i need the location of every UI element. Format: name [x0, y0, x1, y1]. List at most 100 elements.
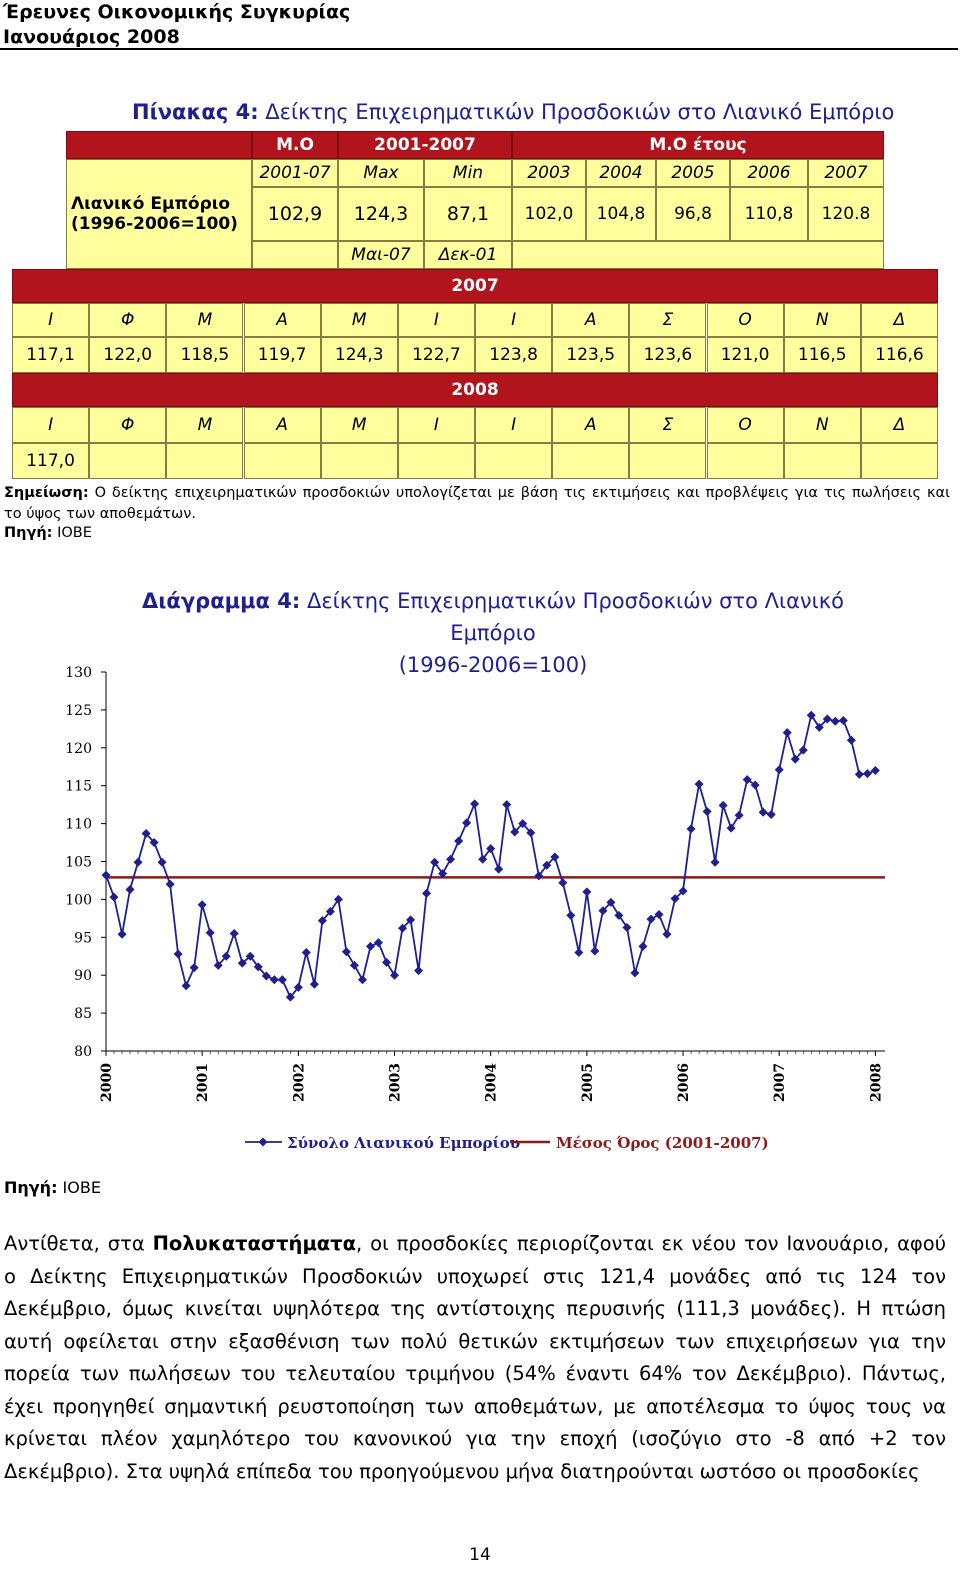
month-2007-8: Α	[552, 303, 630, 337]
data-point	[325, 907, 335, 917]
data-point	[718, 800, 728, 810]
data-point	[526, 828, 536, 838]
month-2008-4: Α	[243, 407, 321, 443]
col-max: Max	[338, 159, 424, 187]
data-point	[149, 838, 159, 848]
chart-title-label: Διάγραμμα 4:	[142, 589, 301, 613]
report-date: Ιανουάριος 2008	[3, 26, 180, 48]
y-tick-label: 110	[65, 817, 92, 833]
data-point	[510, 827, 520, 837]
row-label-line1: Λιανικό Εμπόριο	[71, 194, 231, 214]
data-point	[390, 970, 400, 980]
data-point	[830, 716, 840, 726]
data-point	[189, 963, 199, 973]
data-point	[181, 981, 191, 991]
data-point	[414, 966, 424, 976]
x-tick-label: 2005	[580, 1063, 596, 1102]
month-2008-5: Μ	[320, 407, 398, 443]
paragraph-bold: Πολυκαταστήματα	[152, 1232, 357, 1255]
chart-subtitle: (1996-2006=100)	[398, 653, 588, 677]
data-point	[430, 857, 440, 867]
data-point	[365, 941, 375, 951]
value-2007-month-9: 123,6	[629, 337, 707, 373]
x-tick-label: 2004	[484, 1063, 500, 1102]
value-min: 87,1	[424, 187, 512, 241]
col-2007: 2007	[808, 159, 884, 187]
row-label: Λιανικό Εμπόριο (1996-2006=100)	[66, 159, 252, 269]
value-2008-month-11	[783, 443, 861, 479]
value-2008-month-1: 117,0	[12, 443, 90, 479]
line-chart: 80 85 90 95 100 105 110 115 120 125 130 2000 2001 200…	[65, 665, 885, 1152]
data-point	[566, 910, 576, 920]
month-2008-12: Δ	[860, 407, 938, 443]
data-point	[438, 869, 448, 879]
month-2007-2: Φ	[89, 303, 167, 337]
y-tick-label: 115	[65, 779, 92, 795]
source-text: ΙΟΒΕ	[52, 525, 92, 541]
data-point	[790, 754, 800, 764]
value-2008-month-12	[860, 443, 938, 479]
value-2008-month-5	[320, 443, 398, 479]
value-2005: 96,8	[656, 187, 730, 241]
legend-series-marker	[258, 1137, 268, 1147]
value-2007-month-1: 117,1	[12, 337, 90, 373]
x-tick-label: 2003	[388, 1063, 404, 1102]
value-max: 124,3	[338, 187, 424, 241]
data-point	[518, 819, 528, 829]
y-tick-label: 95	[74, 930, 92, 946]
date-min: Δεκ-01	[424, 241, 512, 269]
data-point	[774, 765, 784, 775]
data-point	[133, 857, 143, 867]
data-point	[446, 854, 456, 864]
body-paragraph: Αντίθετα, στα Πολυκαταστήματα, οι προσδο…	[4, 1228, 946, 1488]
month-2008-6: Ι	[397, 407, 475, 443]
value-2008-month-6	[397, 443, 475, 479]
data-point	[462, 818, 472, 828]
value-mo: 102,9	[252, 187, 338, 241]
source-label: Πηγή:	[4, 525, 53, 541]
data-point	[269, 975, 279, 985]
month-2008-2: Φ	[89, 407, 167, 443]
data-point	[398, 923, 408, 933]
data-point	[630, 968, 640, 978]
value-2007-month-3: 118,5	[166, 337, 244, 373]
col-2003: 2003	[512, 159, 586, 187]
data-point	[622, 922, 632, 932]
data-point	[277, 975, 287, 985]
data-point	[117, 929, 127, 939]
month-2008-7: Ι	[475, 407, 553, 443]
report-header: Έρευνες Οικονομικής Συγκυρίας Ιανουάριος…	[3, 0, 350, 50]
data-point	[422, 888, 432, 898]
data-point	[574, 947, 584, 957]
value-2007-month-5: 124,3	[320, 337, 398, 373]
table-title-text: Δείκτης Επιχειρηματικών Προσδοκιών στο Λ…	[258, 100, 895, 124]
data-point	[862, 769, 872, 779]
y-tick-label: 105	[65, 855, 92, 871]
data-point	[766, 810, 776, 820]
x-tick-label: 2002	[291, 1063, 307, 1102]
x-tick-label: 2007	[772, 1063, 788, 1102]
table-header-year-avg: Μ.Ο έτους	[512, 131, 884, 159]
data-point	[301, 947, 311, 957]
data-point	[590, 946, 600, 956]
month-2007-4: Α	[243, 303, 321, 337]
data-point	[373, 938, 383, 948]
data-point	[534, 871, 544, 881]
data-point	[798, 745, 808, 755]
header-divider	[0, 48, 958, 50]
x-tick-label: 2000	[99, 1063, 115, 1102]
data-point	[702, 806, 712, 816]
table-title-label: Πίνακας 4:	[132, 100, 259, 124]
data-point	[814, 722, 824, 732]
value-2007-month-10: 121,0	[706, 337, 784, 373]
month-2007-11: Ν	[783, 303, 861, 337]
x-tick-label: 2006	[676, 1063, 692, 1102]
value-2007-month-6: 122,7	[397, 337, 475, 373]
data-point	[349, 960, 359, 970]
legend-mean-label: Μέσος Όρος (2001-2007)	[556, 1134, 769, 1152]
month-2007-1: Ι	[12, 303, 90, 337]
month-2008-3: Μ	[166, 407, 244, 443]
data-point	[710, 857, 720, 867]
data-point	[333, 894, 343, 904]
y-tick-label: 120	[65, 741, 92, 757]
